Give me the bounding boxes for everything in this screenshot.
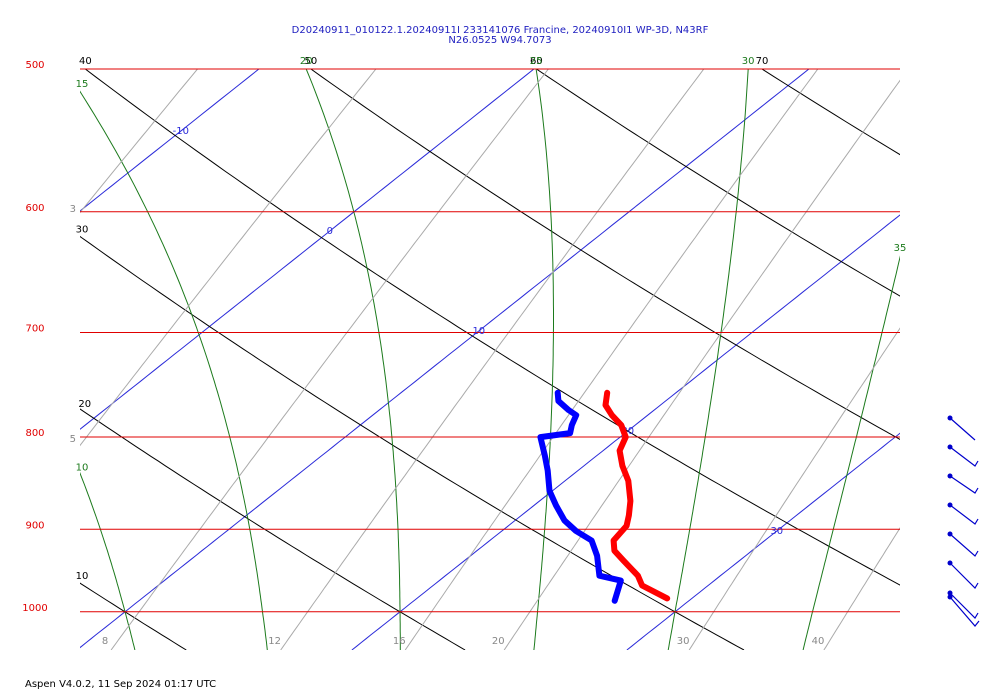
- footer: Aspen V4.0.2, 11 Sep 2024 01:17 UTC: [25, 679, 216, 690]
- dry-adiabat-label: 10: [76, 571, 89, 582]
- dry-adiabat: [84, 69, 900, 586]
- dry-adiabat: [310, 69, 900, 440]
- moist-adiabat: [667, 69, 749, 650]
- mixing-ratio-line: [503, 79, 900, 650]
- mixing-ratio-label: 20: [492, 636, 505, 647]
- dry-adiabat-label: 40: [79, 56, 92, 67]
- dry-adiabat-label: 60: [530, 56, 543, 67]
- mixing-ratio-line: [80, 69, 198, 214]
- moist-adiabat-label: 25: [530, 56, 543, 67]
- mixing-ratio-label: 12: [268, 636, 281, 647]
- moist-adiabat: [80, 471, 136, 650]
- isotherm-label: -10: [173, 126, 189, 137]
- isotherm-label: 0: [327, 226, 333, 237]
- dry-adiabat: [80, 582, 187, 650]
- mixing-ratio-label: 3: [70, 204, 76, 215]
- wind-barbs: [947, 415, 980, 627]
- moist-adiabat-label: 15: [76, 79, 89, 90]
- mixing-ratio-label: 16: [393, 636, 406, 647]
- isotherm: [80, 69, 535, 430]
- isotherm: [80, 69, 810, 649]
- pressure-label: 600: [25, 203, 44, 214]
- sounding-line: [602, 389, 671, 602]
- isotherm-label: 30: [770, 526, 783, 537]
- isotherm-label: 20: [621, 426, 634, 437]
- sounding-line: [537, 389, 624, 604]
- isotherm: [626, 432, 900, 650]
- pressure-label: 900: [25, 520, 44, 531]
- isotherm-label: 10: [472, 326, 485, 337]
- moist-adiabat-label: 30: [742, 56, 755, 67]
- pressure-label: 500: [25, 60, 44, 71]
- dry-adiabat-label: 70: [756, 56, 769, 67]
- moist-adiabat-label: 35: [894, 243, 907, 254]
- mixing-ratio-line: [823, 527, 900, 650]
- moist-adiabat-label: 10: [76, 462, 89, 473]
- mixing-ratio-line: [280, 69, 705, 650]
- moist-adiabat: [80, 90, 268, 650]
- mixing-ratio-line: [688, 327, 900, 650]
- dry-adiabat: [536, 69, 900, 297]
- dry-adiabat: [761, 69, 900, 156]
- pressure-label: 1000: [22, 603, 47, 614]
- plot-area: [80, 69, 900, 650]
- dry-adiabat-label: 20: [78, 399, 91, 410]
- isotherm: [80, 69, 260, 212]
- mixing-ratio-label: 5: [70, 434, 76, 445]
- moist-adiabat: [305, 69, 401, 650]
- mixing-ratio-line: [110, 69, 549, 650]
- moist-adiabat-label: 20: [300, 56, 313, 67]
- chart-title: D20240911_010122.1.20240911I 233141076 F…: [292, 25, 709, 36]
- isotherm: [351, 214, 900, 650]
- mixing-ratio-label: 8: [102, 636, 108, 647]
- moist-adiabat: [533, 69, 554, 650]
- mixing-ratio-label: 40: [812, 636, 825, 647]
- dry-adiabat-label: 50: [305, 56, 318, 67]
- mixing-ratio-line: [404, 69, 819, 650]
- moist-adiabat: [802, 255, 900, 650]
- mixing-ratio-line: [80, 69, 377, 447]
- pressure-label: 800: [25, 428, 44, 439]
- dry-adiabat-label: 30: [76, 224, 89, 235]
- dry-adiabat: [80, 408, 466, 650]
- chart-subtitle: N26.0525 W94.7073: [448, 35, 551, 46]
- mixing-ratio-label: 30: [677, 636, 690, 647]
- pressure-label: 700: [25, 323, 44, 334]
